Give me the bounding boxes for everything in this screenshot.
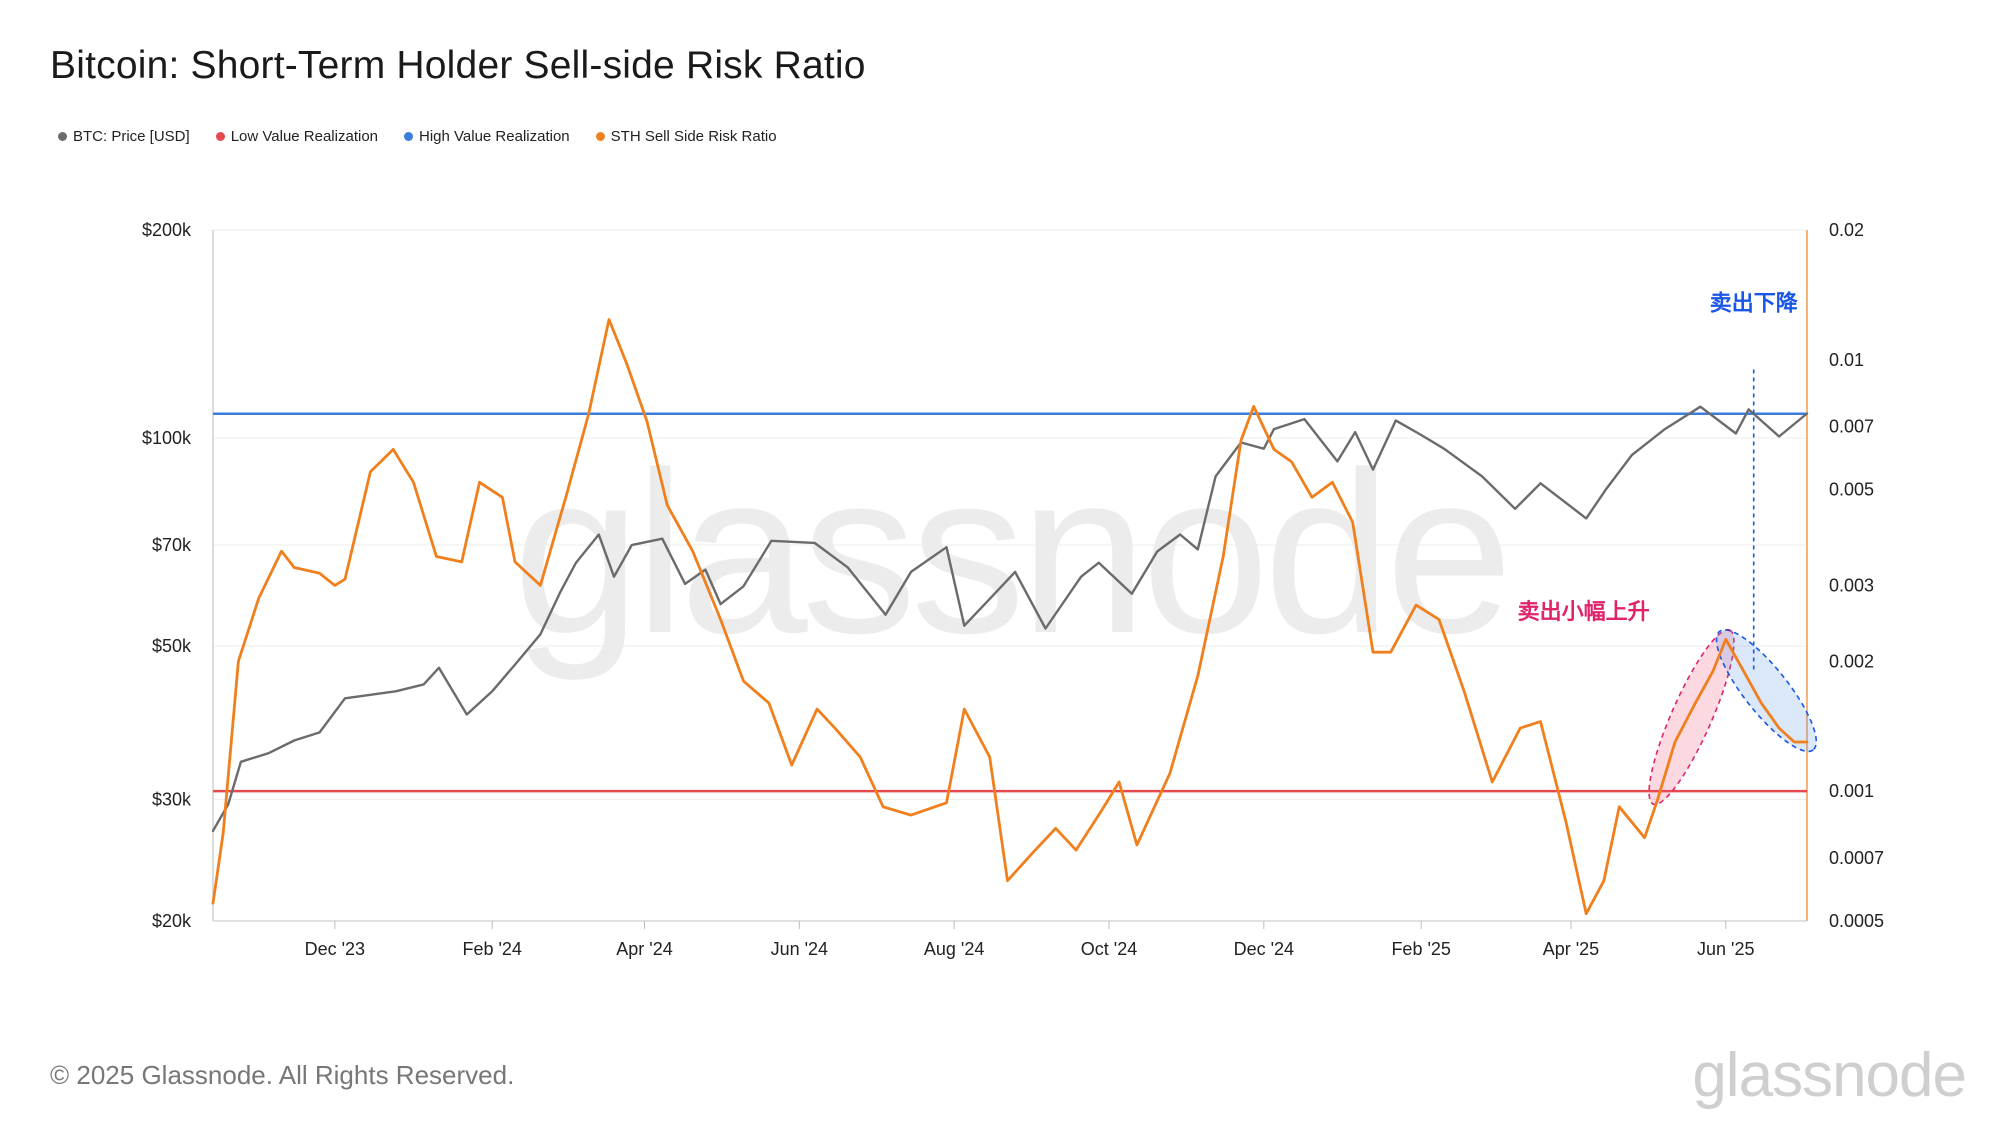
y-left-tick-label: $20k <box>152 911 192 931</box>
btc-price-usd--line <box>211 405 1809 833</box>
x-tick-label: Oct '24 <box>1081 939 1137 959</box>
legend-swatch-high-value <box>404 132 413 141</box>
chart-legend: BTC: Price [USD] Low Value Realization H… <box>58 128 777 145</box>
x-tick-label: Dec '23 <box>305 939 365 959</box>
y-left-tick-label: $50k <box>152 636 192 656</box>
y-right-tick-label: 0.001 <box>1829 781 1874 801</box>
y-right-tick-label: 0.0007 <box>1829 848 1884 868</box>
y-right-tick-label: 0.003 <box>1829 575 1874 595</box>
x-tick-label: Jun '25 <box>1697 939 1754 959</box>
y-right-tick-label: 0.002 <box>1829 651 1874 671</box>
x-tick-label: Jun '24 <box>771 939 828 959</box>
legend-label-high-value: High Value Realization <box>419 128 570 145</box>
x-tick-label: Aug '24 <box>924 939 985 959</box>
chart-title: Bitcoin: Short-Term Holder Sell-side Ris… <box>50 44 866 87</box>
legend-swatch-btc-price <box>58 132 67 141</box>
y-left-tick-label: $200k <box>142 220 192 240</box>
legend-swatch-low-value <box>215 132 225 141</box>
y-right-tick-label: 0.0005 <box>1829 911 1884 931</box>
y-left-tick-label: $30k <box>152 789 192 809</box>
legend-item-sth-ratio[interactable]: STH Sell Side Risk Ratio <box>595 128 777 145</box>
x-tick-label: Apr '24 <box>616 939 672 959</box>
y-left-tick-label: $100k <box>142 428 192 448</box>
x-tick-label: Dec '24 <box>1234 939 1294 959</box>
y-right-tick-label: 0.007 <box>1829 417 1874 437</box>
legend-label-btc-price: BTC: Price [USD] <box>73 128 190 145</box>
chart-watermark: glassnode <box>513 424 1508 681</box>
legend-item-high-value[interactable]: High Value Realization <box>404 128 570 145</box>
x-tick-label: Feb '25 <box>1391 939 1450 959</box>
x-tick-label: Feb '24 <box>462 939 521 959</box>
sth-sell-side-risk-ratio-line <box>211 318 1809 916</box>
copyright-text: © 2025 Glassnode. All Rights Reserved. <box>50 1060 515 1090</box>
y-right-tick-label: 0.02 <box>1829 220 1864 240</box>
legend-item-low-value[interactable]: Low Value Realization <box>215 128 378 145</box>
annotation-sell-decline: 卖出下降 <box>1710 291 1799 317</box>
glassnode-logo: glassnode <box>1692 1041 1967 1110</box>
x-tick-label: Apr '25 <box>1543 939 1599 959</box>
y-right-tick-label: 0.01 <box>1829 350 1864 370</box>
y-left-tick-label: $70k <box>152 535 192 555</box>
legend-label-low-value: Low Value Realization <box>230 128 378 145</box>
legend-item-btc-price[interactable]: BTC: Price [USD] <box>58 128 190 145</box>
legend-swatch-sth-ratio <box>595 132 605 141</box>
annotation-sell-rise: 卖出小幅上升 <box>1518 599 1650 625</box>
y-right-tick-label: 0.005 <box>1829 480 1874 500</box>
legend-label-sth-ratio: STH Sell Side Risk Ratio <box>610 128 777 145</box>
